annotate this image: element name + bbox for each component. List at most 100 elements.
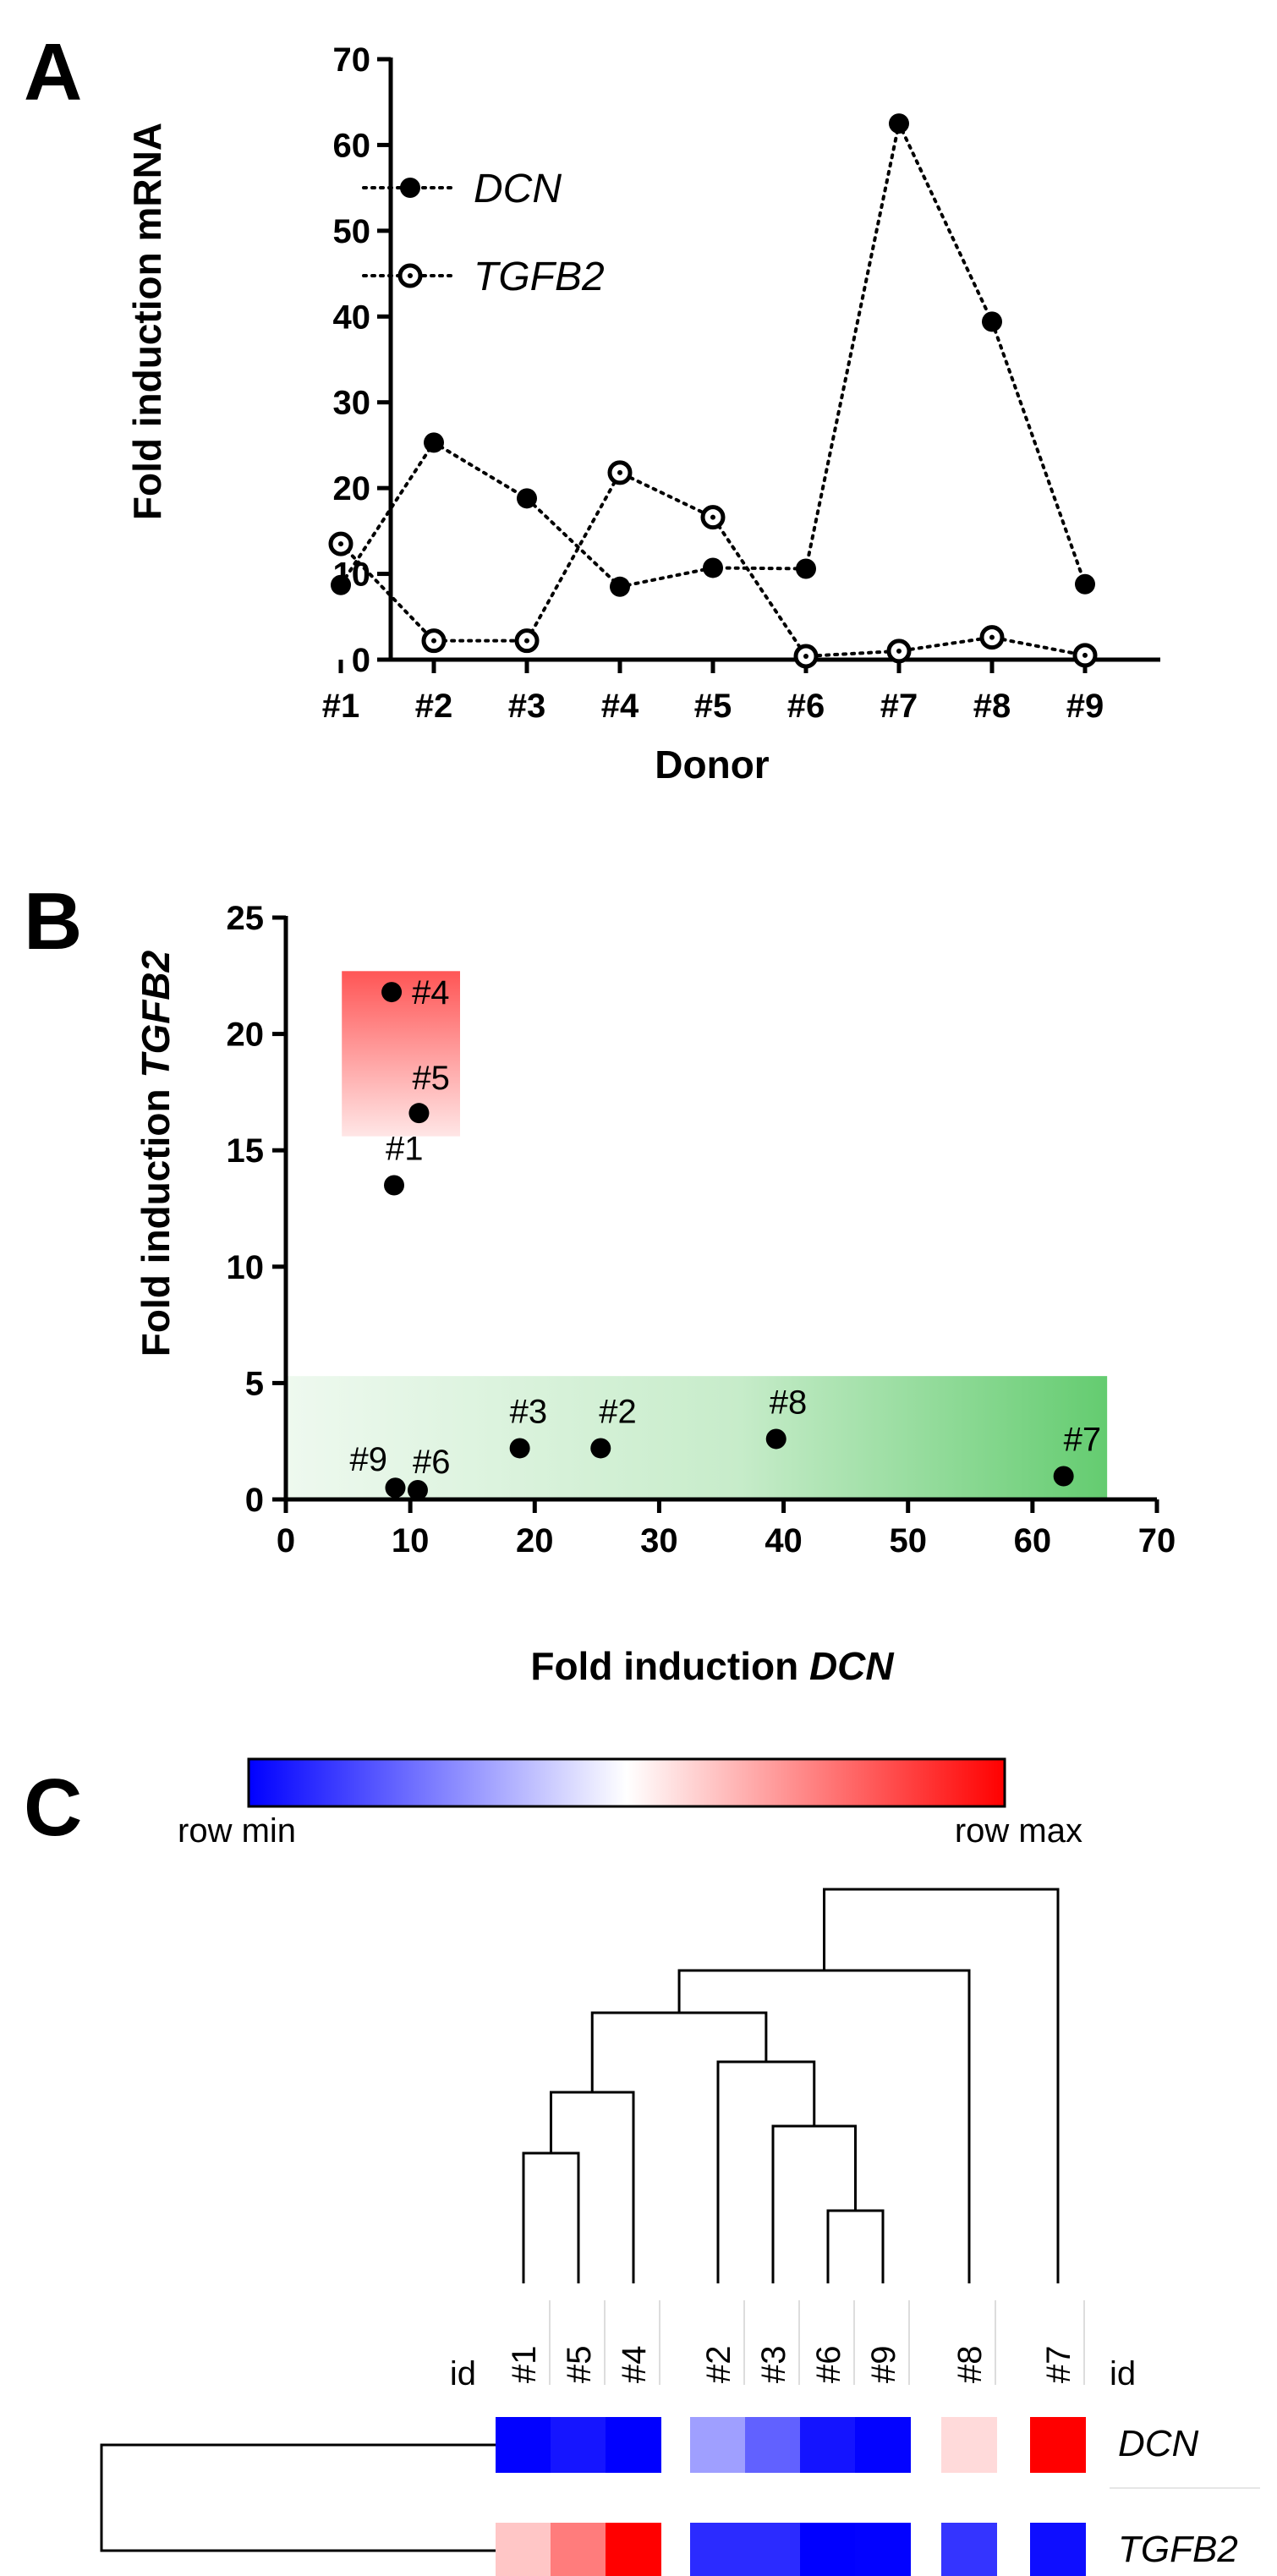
panel-b-y-axis-title-prefix: Fold induction <box>134 1078 178 1357</box>
panel-a-y-axis-title: Fold induction mRNA <box>125 123 169 520</box>
heatmap-row-labels: DCN TGFB2 <box>1110 2423 1260 2570</box>
heatmap-column-label: #9 <box>865 2346 902 2384</box>
panel-a-x-tick-label: #3 <box>508 688 546 725</box>
panel-b-x-axis-title: Fold induction DCN <box>530 1644 894 1688</box>
panel-b-x-tick-label: 60 <box>1014 1522 1052 1559</box>
heatmap-cell <box>800 2523 856 2576</box>
id-label-right: id <box>1110 2355 1136 2392</box>
panel-a-y-tick-label: 70 <box>333 41 371 79</box>
heatmap-cell <box>496 2523 551 2576</box>
panel-b-x-axis-title-prefix: Fold induction <box>530 1644 809 1688</box>
colorbar <box>247 1757 1006 1808</box>
panel-b-x-tick-label: 70 <box>1138 1522 1176 1559</box>
panel-a-point <box>517 488 537 509</box>
panel-b-y-tick-label: 5 <box>245 1365 264 1402</box>
panel-b-point <box>1053 1466 1074 1487</box>
panel-b-point <box>384 1175 405 1196</box>
panel-a-point-dot <box>1082 652 1088 658</box>
panel-a-point <box>703 557 723 578</box>
panel-letter-c: C <box>24 1762 82 1853</box>
heatmap-cell <box>551 2523 606 2576</box>
panel-b-x-tick-label: 0 <box>277 1522 295 1559</box>
panel-b-scatter-chart: 0 5 10 15 20 25 0 10 20 30 40 50 60 70 #1 #2 #3 #4 #5 #6 #7… <box>134 900 1176 1688</box>
panel-b-point-label: #1 <box>386 1130 424 1167</box>
row-dendrogram <box>100 2443 496 2552</box>
dendrogram-branch <box>550 2091 635 2283</box>
row-dendrogram-branch <box>100 2443 496 2552</box>
legend-marker-dot <box>408 273 413 278</box>
panel-a-point <box>796 558 816 579</box>
dendrogram-branch <box>590 2011 768 2092</box>
panel-a-point <box>982 311 1002 332</box>
dendrogram-branch <box>826 2209 885 2283</box>
panel-b-y-tick-label: 10 <box>227 1249 265 1286</box>
panel-a-x-axis-title: Donor <box>655 743 770 787</box>
heatmap-cell <box>941 2523 997 2576</box>
panel-a-point <box>424 432 444 453</box>
colorbar-max-label: row max <box>955 1812 1082 1850</box>
panel-a-point-dot <box>524 638 529 644</box>
panel-b-point <box>408 1103 430 1124</box>
heatmap-cell <box>745 2417 801 2473</box>
panel-letter-a: A <box>24 27 82 118</box>
heatmap-column-label: #1 <box>506 2346 543 2384</box>
heatmap-cell <box>855 2523 911 2576</box>
panel-a-point <box>331 574 351 595</box>
heatmap-cell <box>745 2523 801 2576</box>
dendrogram-branch <box>522 2151 580 2283</box>
heatmap-column-label: #8 <box>951 2346 989 2384</box>
heatmap-cell <box>690 2417 746 2473</box>
panel-b-x-tick-label: 30 <box>640 1522 678 1559</box>
panel-a-point-dot <box>617 469 622 475</box>
heatmap-cell <box>606 2417 661 2473</box>
panel-b-x-tick-label: 20 <box>516 1522 554 1559</box>
heatmap-column-label: #6 <box>810 2346 847 2384</box>
dendrogram-branch <box>771 2124 857 2283</box>
panel-b-points: #1 #2 #3 #4 #5 #6 #7 #8 #9 <box>349 974 1101 1500</box>
panel-b-y-axis-title-gene: TGFB2 <box>134 950 178 1077</box>
panel-a-point-dot <box>338 541 343 547</box>
heatmap-cell <box>800 2417 856 2473</box>
panel-b-axes: 0 5 10 15 20 25 0 10 20 30 40 50 60 70 <box>227 900 1176 1559</box>
panel-b-point-label: #5 <box>412 1060 450 1097</box>
heatmap-column-label: #3 <box>755 2346 792 2384</box>
panel-b-point <box>385 1477 406 1499</box>
panel-b-point-label: #2 <box>599 1393 637 1430</box>
heatmap-column-label: #5 <box>561 2346 598 2384</box>
panel-a-x-tick-label: #9 <box>1066 688 1104 725</box>
panel-a-x-tick-label: #1 <box>322 688 360 725</box>
panel-b-point-label: #3 <box>510 1393 548 1430</box>
heatmap-cell <box>606 2523 661 2576</box>
panel-c-heatmap: row min row max #1 #5 #4 #2 #3 #6 #9 #8 #7 DCN TG… <box>100 1757 1260 2576</box>
panel-a-series <box>328 113 1098 669</box>
panel-b-y-tick-label: 0 <box>245 1482 264 1519</box>
panel-b-y-tick-label: 25 <box>227 900 265 937</box>
panel-b-point-label: #4 <box>412 974 449 1011</box>
panel-b-y-tick-label: 20 <box>227 1017 265 1054</box>
panel-a-point-dot <box>989 634 995 640</box>
colorbar-min-label: row min <box>178 1812 296 1850</box>
heatmap-cells <box>496 2417 1086 2576</box>
panel-letter-b: B <box>24 876 82 967</box>
panel-b-highlight-region <box>286 1376 1108 1499</box>
heatmap-row-label: DCN <box>1118 2423 1199 2464</box>
panel-b-highlight-regions <box>286 971 1108 1499</box>
legend-marker <box>400 178 420 198</box>
legend-label: TGFB2 <box>474 255 605 299</box>
panel-a-x-tick-label: #8 <box>973 688 1011 725</box>
heatmap-cell <box>855 2417 911 2473</box>
panel-a-y-tick-label: 50 <box>333 213 371 250</box>
panel-b-point <box>407 1479 428 1500</box>
panel-b-x-tick-label: 50 <box>889 1522 927 1559</box>
panel-b-highlight-region <box>342 971 460 1137</box>
heatmap-cell <box>690 2523 746 2576</box>
heatmap-column-label: #4 <box>616 2346 653 2384</box>
heatmap-column-label: #7 <box>1040 2346 1077 2384</box>
heatmap-cell <box>551 2417 606 2473</box>
heatmap-cell <box>1030 2417 1086 2473</box>
panel-a-point-dot <box>431 638 436 644</box>
dendrogram-branch <box>823 1888 1060 2283</box>
heatmap-cell <box>941 2417 997 2473</box>
panel-a-y-tick-label: 40 <box>333 299 371 336</box>
